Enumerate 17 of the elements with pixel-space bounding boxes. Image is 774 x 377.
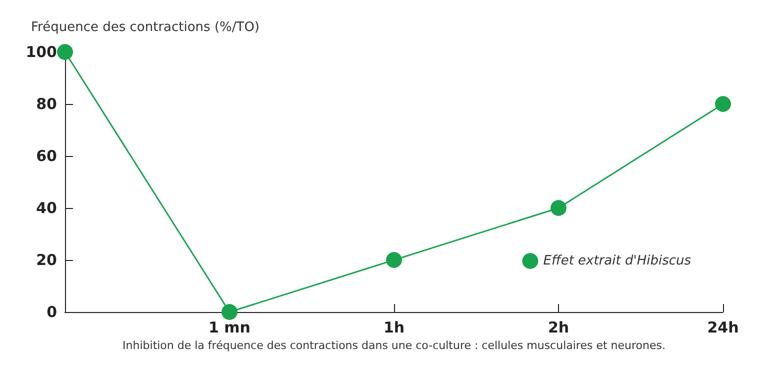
y-axis-title: Fréquence des contractions (%/TO) bbox=[31, 20, 260, 35]
y-tick-label: 40 bbox=[36, 199, 57, 217]
point bbox=[550, 200, 566, 216]
y-tick-label: 60 bbox=[36, 147, 57, 165]
x-tick-label: 1 mn bbox=[208, 318, 250, 336]
x-tick-label: 24h bbox=[707, 318, 739, 336]
point bbox=[715, 96, 731, 112]
point bbox=[222, 304, 238, 320]
x-tick-label: 2h bbox=[548, 318, 570, 336]
y-tick-label: 0 bbox=[46, 303, 57, 321]
x-axis-title: Inhibition de la fréquence des contractions dans une co-culture : cellules musculaires et neurones. bbox=[122, 338, 666, 352]
x-tick-label: 1h bbox=[383, 318, 405, 336]
y-tick-label: 100 bbox=[26, 43, 57, 61]
point bbox=[386, 252, 402, 268]
y-tick-label: 80 bbox=[36, 95, 57, 113]
y-tick-label: 20 bbox=[36, 251, 57, 269]
legend-label: Effet extrait d'Hibiscus bbox=[543, 254, 692, 268]
